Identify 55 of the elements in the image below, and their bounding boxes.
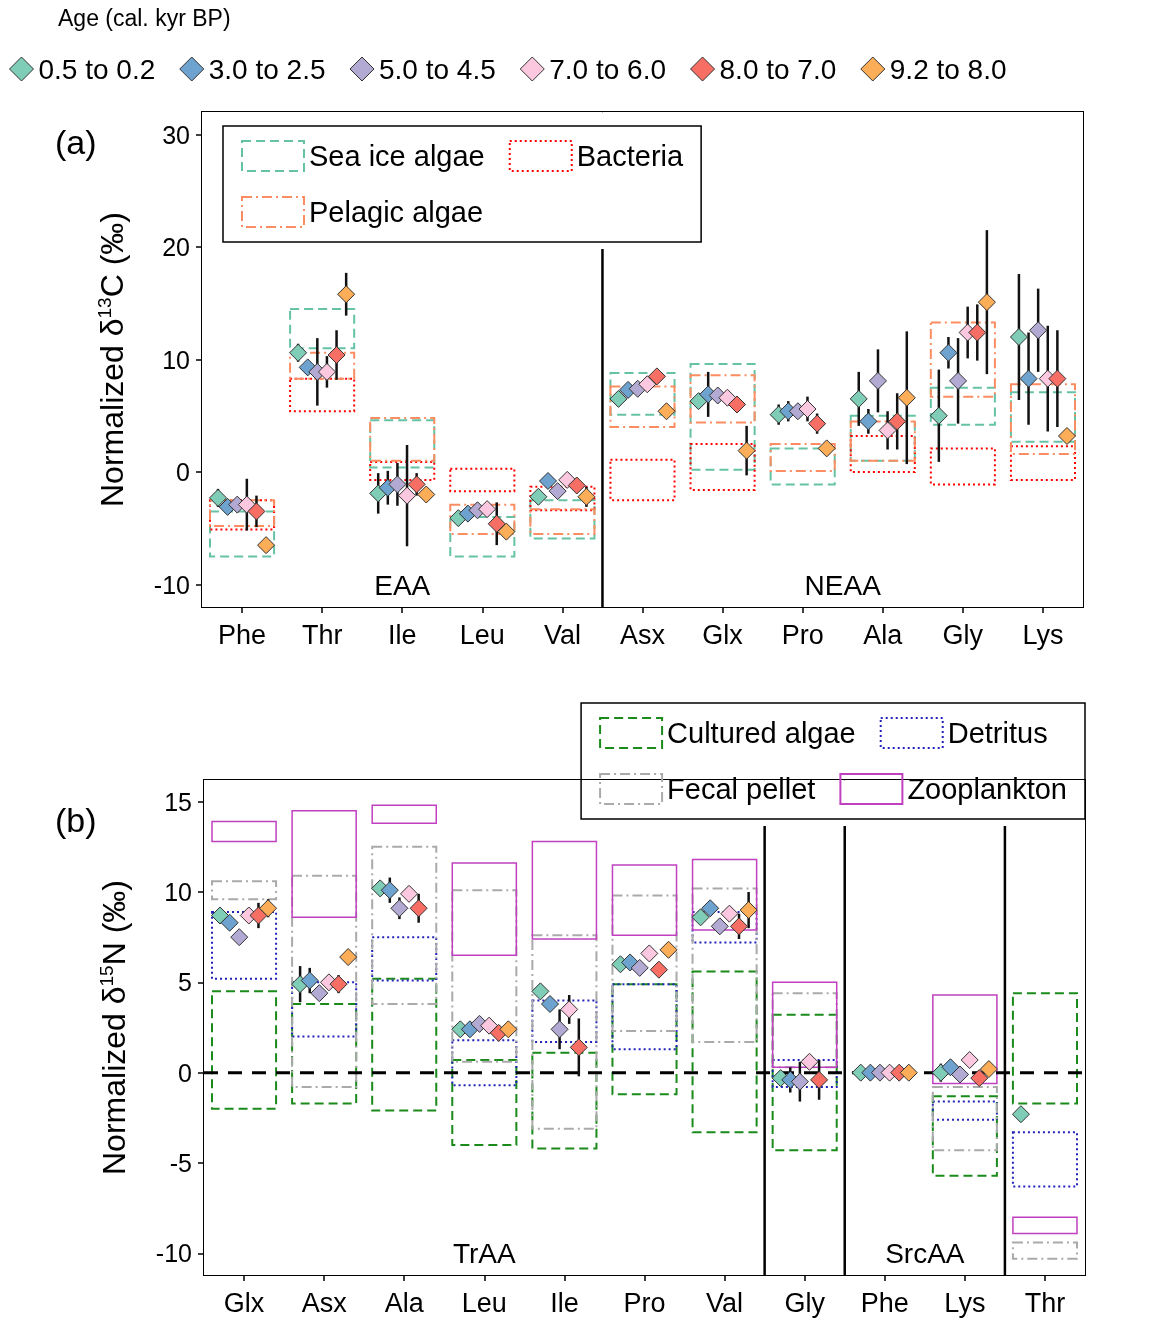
band-label: NEAA (804, 569, 882, 601)
legend-label: 7.0 to 6.0 (549, 53, 667, 85)
y-axis-title: Normalized δ13C (‰) (93, 212, 130, 507)
band-label: TrAA (452, 1237, 517, 1269)
legend-title: Age (cal. kyr BP) (58, 4, 231, 31)
x-tick-label: Leu (461, 1287, 507, 1318)
y-tick-label: 15 (164, 787, 192, 816)
x-tick-label: Ala (384, 1287, 425, 1318)
y-tick-label: 10 (162, 345, 190, 374)
legend-label: 9.2 to 8.0 (889, 53, 1007, 85)
band-label: SrcAA (885, 1237, 965, 1269)
x-tick-label: Ala (863, 619, 904, 650)
y-tick-label: -10 (153, 570, 190, 599)
x-tick-label: Ile (387, 619, 417, 650)
x-tick-label: Phe (218, 619, 267, 650)
legend-label: 8.0 to 7.0 (719, 53, 837, 85)
legend-label: Fecal pellet (667, 773, 816, 805)
x-tick-label: Lys (944, 1287, 986, 1318)
x-tick-label: Thr (1024, 1287, 1066, 1318)
x-tick-label: Pro (781, 619, 824, 650)
x-tick-label: Pro (623, 1287, 666, 1318)
y-tick-label: 10 (164, 878, 192, 907)
legend-label: 5.0 to 4.5 (379, 53, 496, 85)
legend-label: Pelagic algae (309, 196, 484, 228)
legend-label: Detritus (947, 717, 1048, 749)
text: (b) (55, 801, 97, 839)
y-tick-label: -5 (169, 1148, 192, 1177)
y-tick-label: -10 (155, 1239, 192, 1268)
y-tick-label: 20 (162, 233, 190, 261)
x-tick-label: Gly (942, 619, 984, 650)
x-tick-label: Val (543, 619, 581, 650)
y-tick-label: 30 (162, 120, 190, 149)
band-label: EAA (374, 569, 431, 601)
y-axis-title: Normalized δ15N (‰) (95, 880, 132, 1175)
legend-label: Sea ice algae (309, 140, 485, 172)
legend-label: 3.0 to 2.5 (208, 53, 326, 85)
y-tick-label: 5 (178, 968, 192, 997)
y-tick-label: 0 (176, 458, 190, 486)
legend-label: Cultured algae (667, 717, 856, 749)
x-tick-label: Asx (301, 1287, 348, 1318)
x-tick-label: Leu (459, 619, 505, 650)
x-tick-label: Asx (619, 619, 666, 650)
x-tick-label: Gly (784, 1287, 826, 1318)
x-tick-label: Ile (550, 1287, 579, 1318)
x-tick-label: Glx (702, 619, 744, 650)
x-tick-label: Val (706, 1287, 744, 1318)
legend-label: 0.5 to 0.2 (38, 53, 156, 85)
chart-title: (a) (55, 123, 97, 161)
y-tick-label: 0 (178, 1058, 192, 1087)
x-tick-label: Lys (1022, 619, 1064, 650)
x-tick-label: Glx (223, 1287, 265, 1318)
legend-label: Bacteria (576, 140, 684, 172)
legend-label: Zooplankton (907, 773, 1068, 805)
x-tick-label: Thr (301, 619, 343, 650)
x-tick-label: Phe (860, 1287, 909, 1318)
